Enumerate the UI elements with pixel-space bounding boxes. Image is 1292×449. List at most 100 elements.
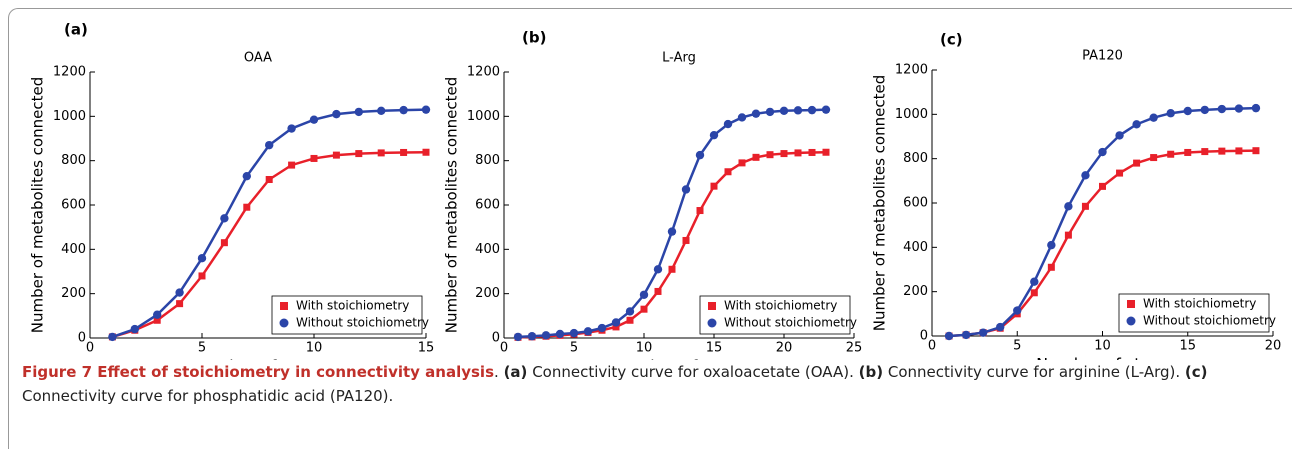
legend-marker xyxy=(280,302,288,310)
marker xyxy=(597,323,607,333)
marker xyxy=(1013,306,1022,315)
legend-marker xyxy=(707,318,717,328)
y-tick-label: 600 xyxy=(475,198,500,213)
y-tick-label: 200 xyxy=(61,286,86,301)
y-tick-label: 400 xyxy=(61,242,86,257)
marker xyxy=(696,207,704,215)
y-tick-label: 400 xyxy=(475,242,500,257)
y-tick-label: 800 xyxy=(903,151,928,166)
marker xyxy=(751,109,761,118)
y-tick-label: 600 xyxy=(903,196,928,211)
marker xyxy=(1183,106,1192,116)
marker xyxy=(681,185,691,194)
legend-marker xyxy=(279,318,289,328)
legend-box xyxy=(1118,293,1270,333)
marker xyxy=(779,106,789,115)
legend-label: With stoichiometry xyxy=(1143,297,1256,311)
marker xyxy=(752,153,760,161)
y-tick-label: 1000 xyxy=(53,109,86,124)
marker xyxy=(1064,231,1072,239)
legend-label: Without stoichiometry xyxy=(1143,314,1276,328)
marker xyxy=(332,109,341,119)
marker xyxy=(1166,109,1175,118)
x-tick-label: 15 xyxy=(1179,339,1196,354)
marker xyxy=(667,227,677,236)
marker xyxy=(153,310,162,319)
marker xyxy=(355,150,363,158)
y-tick-label: 1200 xyxy=(895,63,928,78)
marker xyxy=(197,254,207,263)
y-axis-label: Number of metabolites connected xyxy=(871,75,889,331)
y-tick-label: 200 xyxy=(475,286,500,301)
caption-title: Figure 7 Effect of stoichiometry in conn… xyxy=(22,363,495,381)
marker xyxy=(668,265,676,273)
legend-box xyxy=(699,295,851,335)
marker xyxy=(332,151,340,159)
marker xyxy=(265,140,274,150)
marker xyxy=(640,305,648,313)
legend-label: Without stoichiometry xyxy=(724,316,857,330)
x-tick-label: 5 xyxy=(198,341,206,356)
marker xyxy=(527,332,537,341)
marker xyxy=(1252,147,1260,155)
x-axis-label: Number of steps xyxy=(1036,355,1169,361)
marker xyxy=(626,316,634,324)
marker xyxy=(220,214,229,223)
marker xyxy=(220,239,228,247)
marker xyxy=(175,288,184,297)
marker xyxy=(1133,159,1141,167)
y-axis-label: Number of metabolites connected xyxy=(29,77,47,333)
caption-text: Connectivity curve for phosphatidic acid… xyxy=(22,387,394,405)
marker xyxy=(1200,105,1210,115)
x-tick-label: 25 xyxy=(846,341,863,356)
marker xyxy=(654,287,662,295)
legend-label: With stoichiometry xyxy=(724,299,837,313)
x-tick-label: 10 xyxy=(1094,339,1111,354)
marker xyxy=(793,106,803,115)
marker xyxy=(1047,240,1056,250)
marker xyxy=(625,307,635,316)
marker xyxy=(108,332,117,342)
marker xyxy=(583,327,593,336)
marker xyxy=(1251,103,1261,113)
caption-text: Connectivity curve for arginine (L-Arg). xyxy=(887,363,1181,381)
marker xyxy=(377,149,385,157)
x-axis-label: Number of steps xyxy=(613,357,746,361)
caption-label: (a) xyxy=(503,363,528,381)
marker xyxy=(176,300,184,308)
marker xyxy=(709,130,719,140)
chart-title: OAA xyxy=(244,51,272,66)
y-tick-label: 1000 xyxy=(895,107,928,122)
marker xyxy=(737,113,747,122)
y-tick-label: 800 xyxy=(61,153,86,168)
panel-label: (c) xyxy=(940,31,963,49)
marker xyxy=(1235,147,1243,155)
marker xyxy=(1098,147,1107,157)
marker xyxy=(513,332,523,342)
marker xyxy=(569,328,579,338)
caption-label: (b) xyxy=(858,363,884,381)
marker xyxy=(807,105,817,115)
marker xyxy=(1115,131,1124,140)
chart-title: L-Arg xyxy=(662,51,696,66)
x-tick-label: 5 xyxy=(570,341,578,356)
marker xyxy=(309,115,319,124)
legend-marker xyxy=(708,302,716,310)
marker xyxy=(1150,154,1158,162)
marker xyxy=(1116,169,1124,177)
marker xyxy=(1047,263,1055,271)
marker xyxy=(695,150,705,160)
marker xyxy=(1132,120,1141,129)
marker xyxy=(1167,150,1175,158)
legend-box xyxy=(271,295,423,335)
marker xyxy=(130,324,139,334)
marker xyxy=(612,323,620,331)
legend-marker xyxy=(1127,300,1135,308)
x-tick-label: 0 xyxy=(500,341,508,356)
x-tick-label: 15 xyxy=(418,341,435,356)
caption-text: Connectivity curve for oxaloacetate (OAA… xyxy=(532,363,854,381)
marker xyxy=(1099,182,1106,190)
marker xyxy=(399,105,408,115)
marker xyxy=(1184,148,1192,156)
x-tick-label: 10 xyxy=(306,341,323,356)
